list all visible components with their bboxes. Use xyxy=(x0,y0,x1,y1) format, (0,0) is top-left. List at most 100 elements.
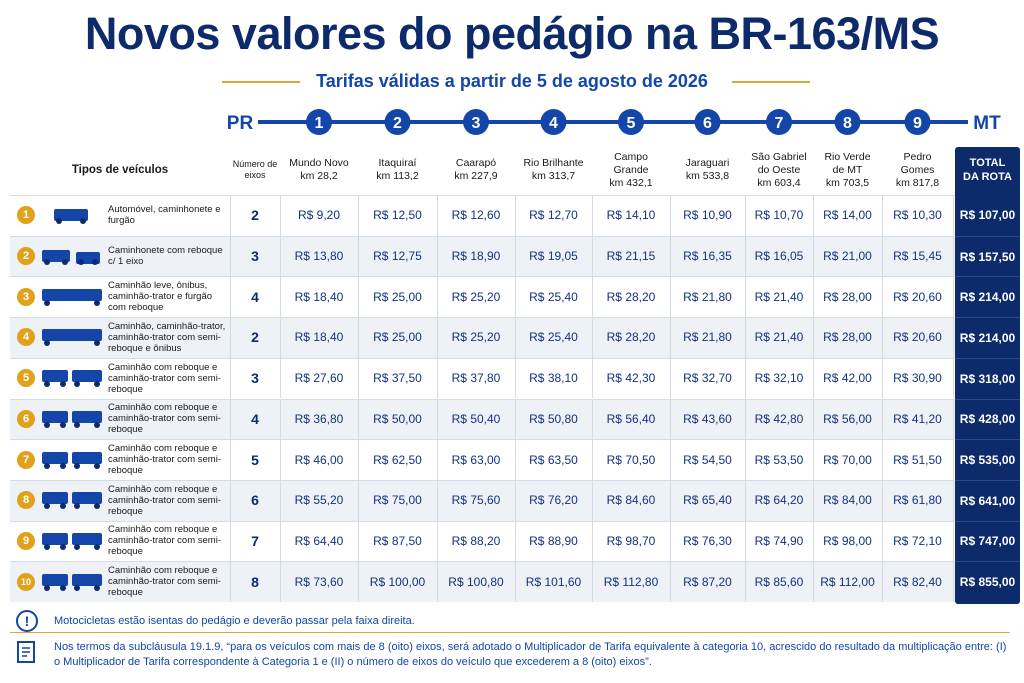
column-km: km 313,7 xyxy=(531,170,576,182)
vehicle-body xyxy=(42,451,68,464)
price: R$ 21,80 xyxy=(683,289,732,304)
vehicle-type: Caminhonete com reboque c/ 1 eixo xyxy=(108,245,223,268)
column-km: km 817,8 xyxy=(895,176,940,189)
divider xyxy=(732,81,810,83)
divider xyxy=(222,81,300,83)
cell-border xyxy=(358,439,359,480)
vehicle-icon xyxy=(42,288,102,306)
vehicle-type: Caminhão com reboque e caminhão-trator c… xyxy=(108,483,221,517)
price: R$ 21,40 xyxy=(754,289,804,304)
price: R$ 64,40 xyxy=(294,533,344,548)
route-stop xyxy=(540,109,567,135)
column-name: Rio Verde de MT xyxy=(824,150,871,176)
cell-border xyxy=(230,520,231,562)
price: R$ 56,00 xyxy=(823,411,872,426)
row-bg xyxy=(10,479,955,521)
cell-border xyxy=(515,561,516,602)
price: R$ 12,70 xyxy=(529,208,578,223)
vehicle-body xyxy=(42,329,102,342)
wheel xyxy=(74,543,80,550)
total: R$ 214,00 xyxy=(955,317,1020,358)
cell-border xyxy=(358,398,359,440)
column-name: Pedro Gomes xyxy=(900,150,935,176)
cell-border xyxy=(230,195,231,236)
cell-border xyxy=(280,398,281,440)
price: R$ 10,30 xyxy=(893,208,942,223)
vehicle-type: Caminhão com reboque e caminhão-trator c… xyxy=(108,524,221,558)
info-icon: ! xyxy=(16,610,38,632)
cell-border xyxy=(813,398,814,440)
column-header: Caarapó km 227,9 xyxy=(437,145,515,195)
cell-border xyxy=(280,317,281,358)
column-header: Pedro Gomes km 817,8 xyxy=(882,145,953,195)
row-bg xyxy=(10,317,955,358)
cell-border xyxy=(813,276,814,318)
cell-border xyxy=(670,479,671,521)
vehicle-body xyxy=(72,451,102,464)
price: R$ 32,70 xyxy=(683,371,732,386)
axles: 2 xyxy=(251,329,259,346)
price: R$ 25,40 xyxy=(529,289,578,304)
cell-border xyxy=(953,276,954,318)
cell-border xyxy=(437,276,438,318)
price: R$ 25,20 xyxy=(451,330,501,345)
price: R$ 32,10 xyxy=(754,371,804,386)
column-name: São Gabriel do Oeste xyxy=(751,150,807,176)
price: R$ 25,00 xyxy=(373,330,422,345)
wheel xyxy=(60,584,66,591)
vehicle-icon xyxy=(42,410,102,428)
route-stop xyxy=(306,109,332,135)
price: R$ 28,20 xyxy=(606,330,656,345)
route-stop xyxy=(834,109,861,135)
category-badge: 8 xyxy=(17,491,35,510)
price: R$ 101,60 xyxy=(525,574,582,589)
price: R$ 76,20 xyxy=(529,493,578,508)
price: R$ 98,70 xyxy=(606,533,656,548)
vehicle-icon xyxy=(42,532,102,550)
axles: 3 xyxy=(251,248,259,265)
category-badge: 1 xyxy=(17,206,35,225)
total: R$ 535,00 xyxy=(955,439,1020,480)
column-km: km 432,1 xyxy=(609,176,653,189)
cell-border xyxy=(230,561,231,602)
cell-border xyxy=(358,479,359,521)
cell-border xyxy=(813,479,814,521)
cell-border xyxy=(882,439,883,480)
total-header: TOTAL DA ROTA xyxy=(963,157,1012,183)
cell-border xyxy=(592,398,593,440)
price: R$ 50,40 xyxy=(451,411,501,426)
vehicle-icon xyxy=(54,209,88,225)
cell-border xyxy=(592,317,593,358)
route-stop xyxy=(904,109,931,135)
cell-border xyxy=(592,195,593,236)
vehicle-icon xyxy=(42,250,100,266)
cell-border xyxy=(592,276,593,318)
cell-border xyxy=(953,317,954,358)
total: R$ 855,00 xyxy=(955,561,1020,602)
price: R$ 12,60 xyxy=(451,208,501,223)
cell-border xyxy=(745,317,746,358)
cell-border xyxy=(515,317,516,358)
cell-border xyxy=(437,479,438,521)
row-bg xyxy=(10,439,955,480)
price: R$ 30,90 xyxy=(893,371,942,386)
route-stop-number: 9 xyxy=(913,115,922,132)
cell-border xyxy=(358,195,359,236)
vehicle-icon xyxy=(42,573,102,591)
price: R$ 98,00 xyxy=(823,533,872,548)
axles: 2 xyxy=(251,207,259,224)
cell-border xyxy=(280,357,281,399)
cell-border xyxy=(515,357,516,399)
route-stop-number: 1 xyxy=(315,115,324,132)
cell-border xyxy=(745,479,746,521)
document-icon xyxy=(17,641,35,663)
category-badge: 10 xyxy=(17,572,35,591)
cell-border xyxy=(592,479,593,521)
column-header: Itaquiraí km 113,2 xyxy=(358,145,437,195)
wheel xyxy=(74,503,80,510)
cell-border xyxy=(882,357,883,399)
vehicle-body xyxy=(72,410,102,423)
price: R$ 28,20 xyxy=(606,289,656,304)
price: R$ 21,80 xyxy=(683,330,732,345)
cell-border xyxy=(953,479,954,521)
